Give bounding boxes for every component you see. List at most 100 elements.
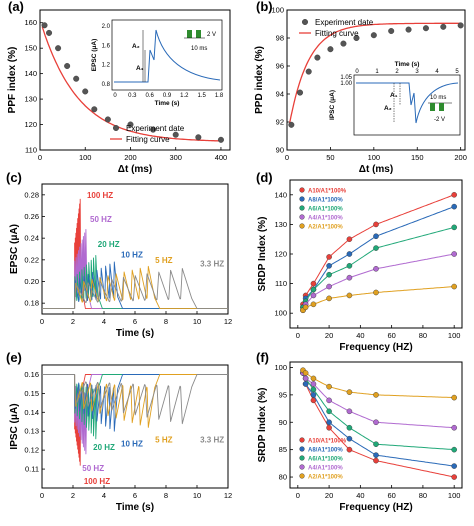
x-tick-label: 50 xyxy=(326,153,334,162)
plot-frame xyxy=(286,9,466,151)
panel-label: (d) xyxy=(256,170,273,185)
data-point xyxy=(326,254,332,260)
data-point xyxy=(373,419,379,426)
data-point xyxy=(346,408,353,415)
data-point xyxy=(373,452,379,458)
x-tick-label: 2 xyxy=(71,491,75,500)
data-point xyxy=(82,88,89,95)
x-tick-label: 200 xyxy=(124,153,137,162)
x-tick-label: 60 xyxy=(387,491,395,500)
y-axis-label: SRDP Index (%) xyxy=(257,217,268,292)
legend-label: A2/A1*100% xyxy=(308,225,343,231)
x-tick-label: 80 xyxy=(419,331,427,340)
data-point xyxy=(326,295,332,302)
data-point xyxy=(310,386,317,393)
legend-label: A6/A1*100% xyxy=(308,457,343,463)
data-point xyxy=(310,286,317,293)
y-tick-label: 0.14 xyxy=(24,408,39,417)
trace-10hz xyxy=(42,374,228,432)
series-label: 50 HZ xyxy=(90,215,112,224)
data-point xyxy=(373,233,379,240)
series-label: 10 HZ xyxy=(121,251,143,260)
data-point xyxy=(451,474,457,480)
data-point xyxy=(326,263,332,269)
legend-marker xyxy=(299,473,305,479)
x-tick-label: 150 xyxy=(411,153,424,162)
y-tick-label: 0.24 xyxy=(24,234,39,243)
data-point xyxy=(172,131,179,138)
data-point xyxy=(373,245,379,251)
x-tick-label: 0 xyxy=(38,153,42,162)
data-point xyxy=(55,45,62,52)
inset-trace xyxy=(356,82,459,124)
legend-label: A8/A1*100% xyxy=(308,198,343,204)
y-tick-label: 85 xyxy=(279,445,287,454)
x-tick-label: 0 xyxy=(40,491,44,500)
inset-frame xyxy=(353,74,461,136)
trace-33hz xyxy=(42,268,228,310)
data-point xyxy=(451,446,457,453)
series-label: 10 HZ xyxy=(121,439,143,448)
a2-label: A₂ xyxy=(132,43,140,50)
data-point xyxy=(346,292,353,299)
fitting-curve xyxy=(41,26,221,142)
data-point xyxy=(41,22,48,29)
y-axis-label: IPSC (μA) xyxy=(9,403,20,449)
x-tick-label: 10 xyxy=(193,491,201,500)
series-label: 100 HZ xyxy=(84,477,110,486)
fit-line xyxy=(302,369,455,399)
series-label: 3.3 HZ xyxy=(200,259,224,268)
data-point xyxy=(353,35,360,42)
y-axis-label: PPF index (%) xyxy=(7,47,18,114)
legend-marker xyxy=(299,455,305,461)
y-tick-label: 150 xyxy=(24,44,37,53)
x-tick-label: 6 xyxy=(133,491,137,500)
inset-y-tick: 1.6 xyxy=(102,43,111,49)
y-tick-label: 160 xyxy=(24,18,37,27)
legend-label: Experiment date xyxy=(315,18,374,27)
data-point xyxy=(46,29,53,36)
y-tick-label: 0.11 xyxy=(25,465,39,474)
y-tick-label: 80 xyxy=(279,473,287,482)
data-point xyxy=(314,54,321,61)
x-tick-label: 6 xyxy=(133,317,137,326)
x-tick-label: 0 xyxy=(296,491,300,500)
x-axis-label: Δt (ms) xyxy=(118,164,152,175)
x-tick-label: 100 xyxy=(448,491,461,500)
data-point xyxy=(373,441,379,447)
trace-100hz xyxy=(42,374,228,466)
data-point xyxy=(373,221,379,228)
data-point xyxy=(326,271,332,278)
inset-y-tick: 1.05 xyxy=(340,75,352,81)
inset-trace xyxy=(114,29,221,83)
data-point xyxy=(326,383,332,390)
x-tick-label: 0 xyxy=(296,331,300,340)
data-point xyxy=(104,116,111,123)
data-point xyxy=(346,424,353,431)
series-label: 20 HZ xyxy=(93,443,115,452)
inset-y-tick: 1.00 xyxy=(340,81,352,87)
data-point xyxy=(302,304,309,311)
legend-label: A10/A1*100% xyxy=(308,439,347,445)
data-point xyxy=(457,22,464,29)
panel-label: (e) xyxy=(6,350,22,365)
y-tick-label: 0.16 xyxy=(24,370,39,379)
trace-50hz xyxy=(42,229,228,310)
data-point xyxy=(373,265,379,272)
inset-frame xyxy=(111,19,223,91)
plot-frame xyxy=(41,364,229,489)
data-point xyxy=(302,370,309,376)
a1-label: A₁ xyxy=(136,65,144,72)
legend-label: A6/A1*100% xyxy=(308,207,343,213)
panel-label: (c) xyxy=(6,170,22,185)
x-tick-label: 4 xyxy=(102,317,106,326)
legend-label: A4/A1*100% xyxy=(308,216,343,222)
x-tick-label: 20 xyxy=(325,491,333,500)
y-tick-label: 120 xyxy=(274,250,287,259)
y-tick-label: 98 xyxy=(276,34,284,43)
x-tick-label: 12 xyxy=(224,491,232,500)
fit-line xyxy=(302,372,455,429)
y-tick-label: 90 xyxy=(279,418,287,427)
x-axis-label: Time (s) xyxy=(116,502,154,513)
